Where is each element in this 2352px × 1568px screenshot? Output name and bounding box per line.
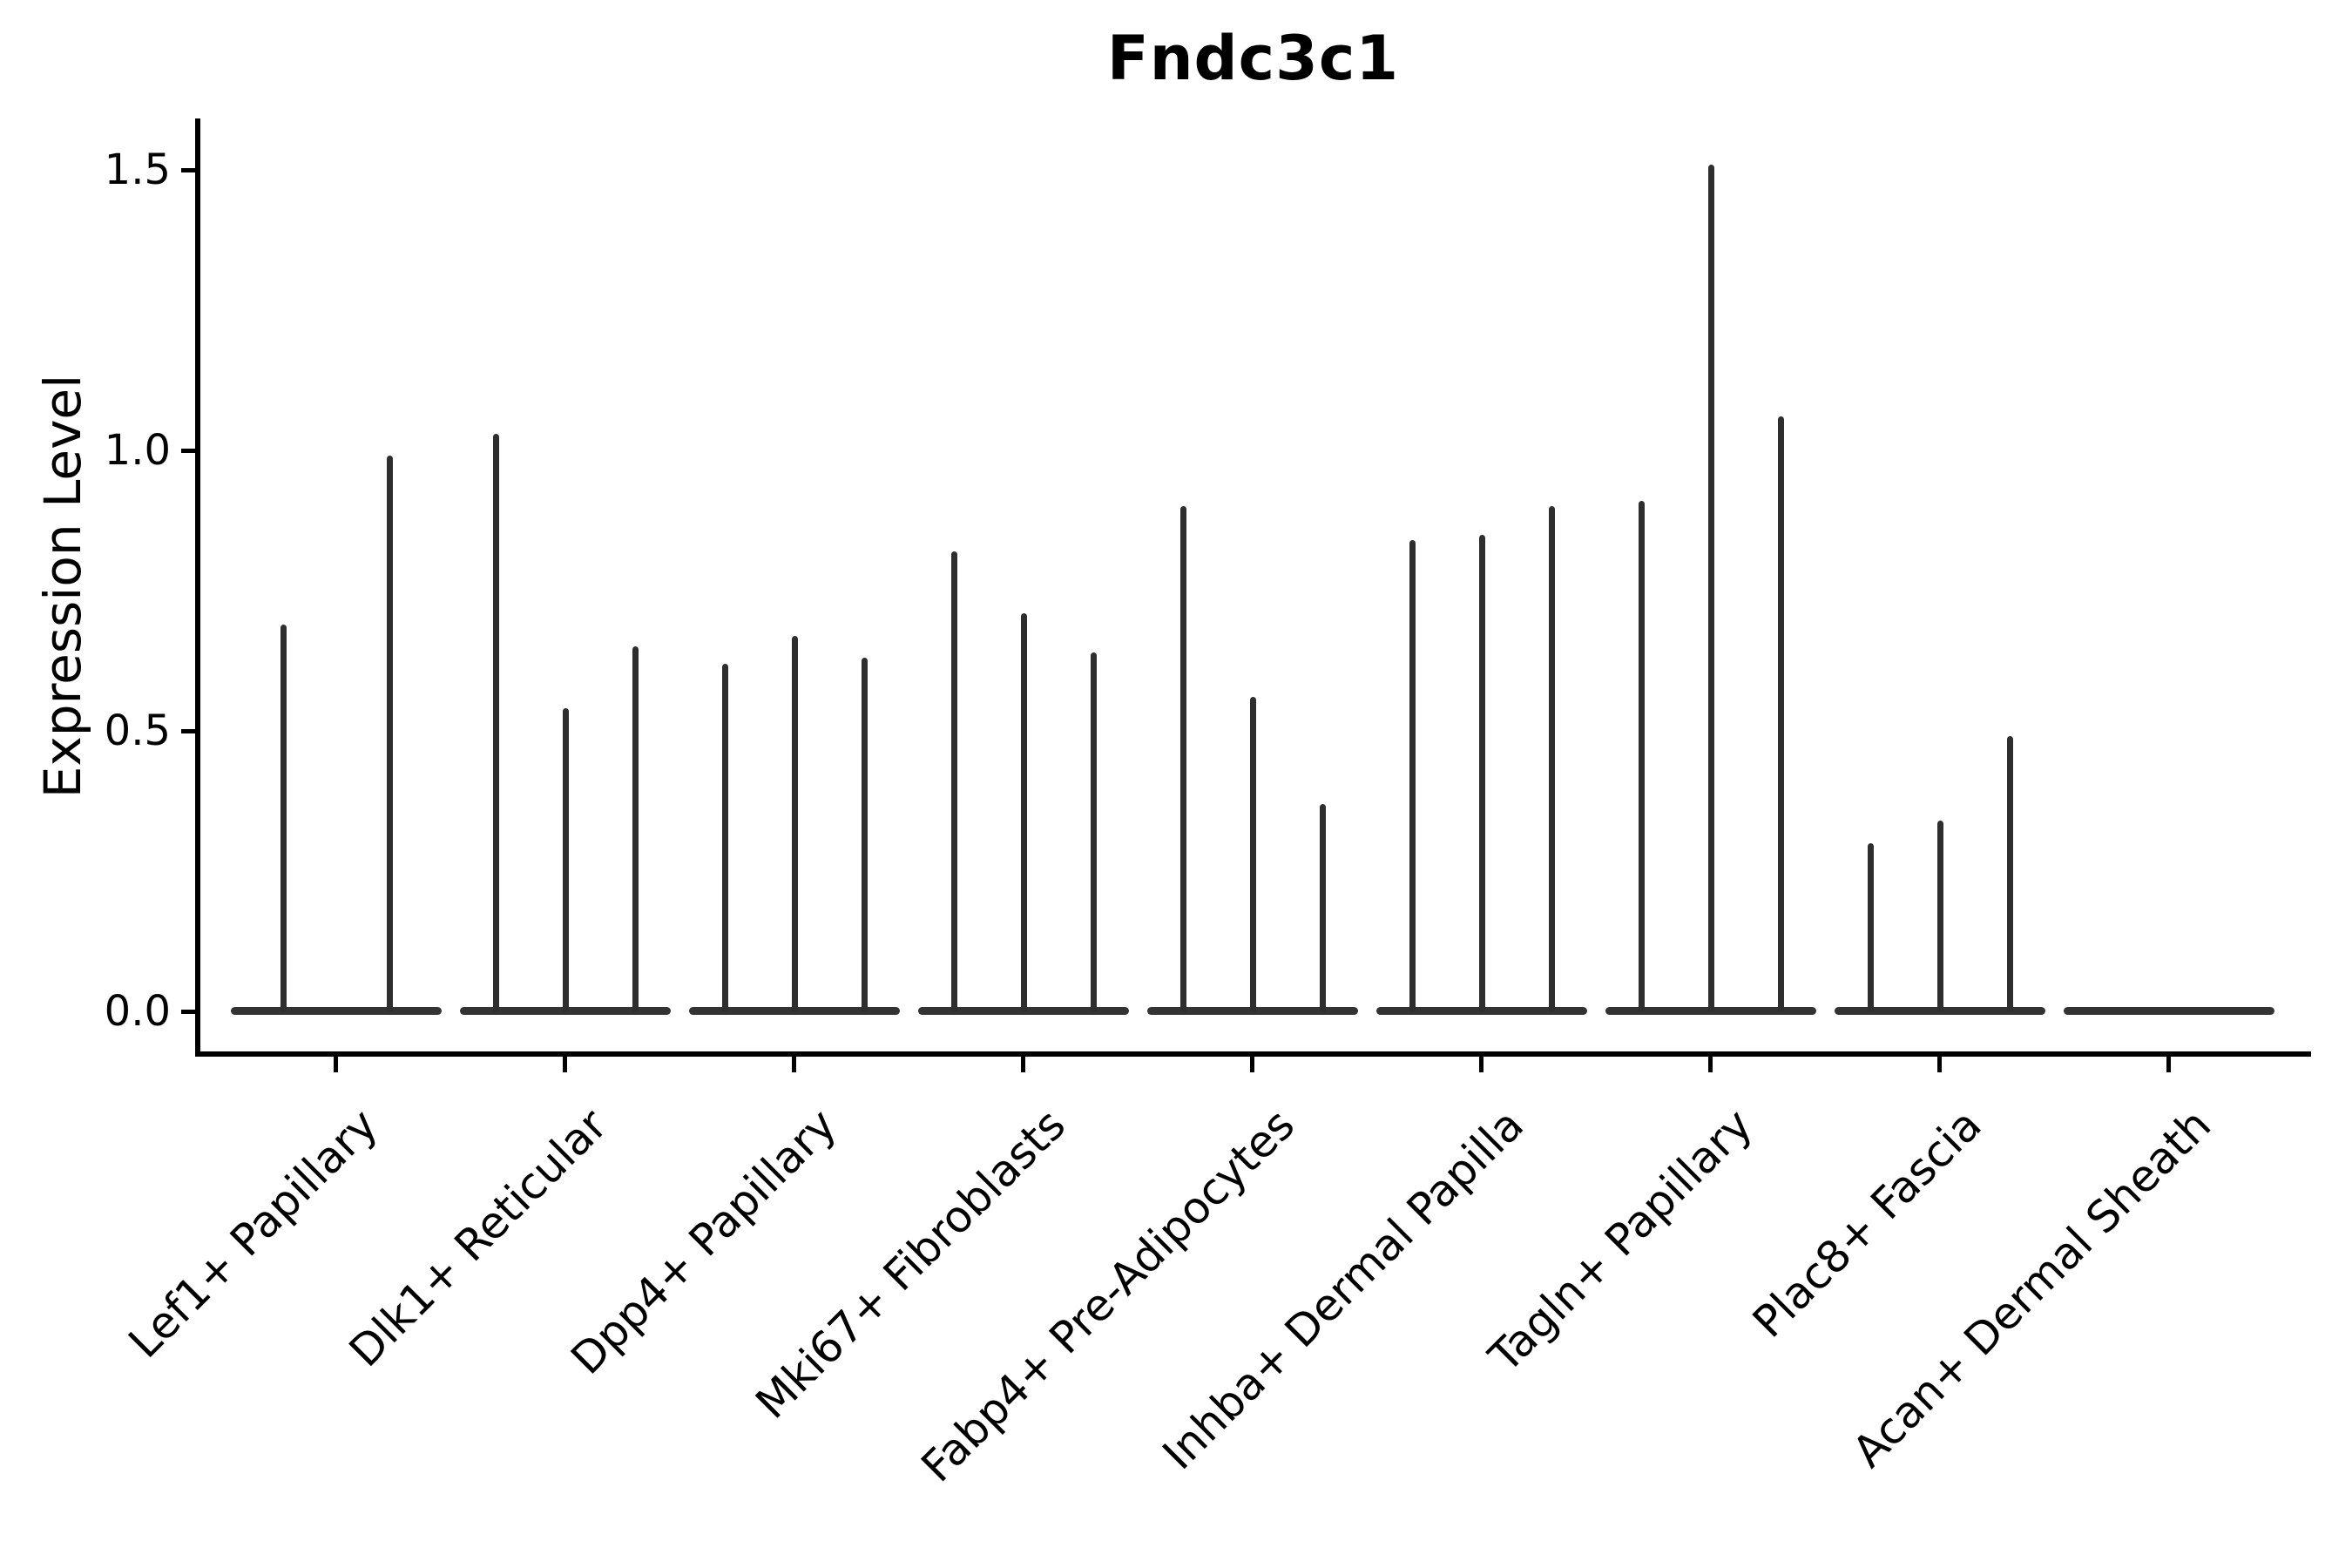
y-tick-label: 0.5 xyxy=(104,706,171,755)
x-tick xyxy=(792,1057,796,1072)
violin-spike xyxy=(1639,501,1645,1011)
violin-base xyxy=(231,1007,442,1015)
y-tick-label: 0.0 xyxy=(104,987,171,1036)
x-tick xyxy=(1937,1057,1942,1072)
violin-spike xyxy=(2007,736,2013,1011)
violin-spike xyxy=(493,434,499,1011)
violin-spike xyxy=(1250,697,1256,1011)
y-tick xyxy=(181,167,195,172)
y-tick xyxy=(181,448,195,453)
x-tick xyxy=(1708,1057,1713,1072)
violin-spike xyxy=(280,625,287,1011)
violin-spike xyxy=(563,708,569,1011)
violin-spike xyxy=(387,456,393,1011)
violin-spike xyxy=(722,664,728,1011)
x-tick xyxy=(1250,1057,1254,1072)
violin-spike xyxy=(1778,416,1784,1011)
violin-spike xyxy=(1320,804,1326,1011)
y-tick xyxy=(181,1009,195,1014)
violin-spike xyxy=(1409,540,1416,1011)
violin-spike xyxy=(862,658,868,1011)
y-tick-label: 1.0 xyxy=(104,426,171,475)
violin-base xyxy=(2064,1007,2274,1015)
x-axis-spine xyxy=(195,1051,2311,1057)
violin-spike xyxy=(1868,843,1874,1011)
x-tick-label: Plac8+ Fascia xyxy=(1743,1099,1992,1348)
y-tick xyxy=(181,728,195,733)
violin-spike xyxy=(951,551,957,1011)
violin-spike xyxy=(1091,652,1097,1011)
violin-spike xyxy=(1479,535,1485,1011)
violin-spike xyxy=(1708,165,1714,1011)
chart-title: Fndc3c1 xyxy=(1106,23,1400,94)
x-tick xyxy=(334,1057,338,1072)
violin-spike xyxy=(792,636,798,1011)
y-axis-spine xyxy=(195,118,200,1057)
violin-spike xyxy=(1180,506,1186,1011)
violin-spike xyxy=(1021,613,1027,1011)
x-tick xyxy=(1479,1057,1484,1072)
x-tick-label: Fabp4+ Pre-Adipocytes xyxy=(911,1099,1305,1492)
violin-spike xyxy=(1549,506,1555,1011)
violin-spike xyxy=(1937,821,1943,1011)
violin-spike xyxy=(632,646,639,1011)
x-tick-label: Lef1+ Papillary xyxy=(118,1099,389,1369)
x-tick xyxy=(563,1057,567,1072)
y-tick-label: 1.5 xyxy=(104,145,171,194)
x-tick xyxy=(2166,1057,2171,1072)
x-tick xyxy=(1021,1057,1025,1072)
